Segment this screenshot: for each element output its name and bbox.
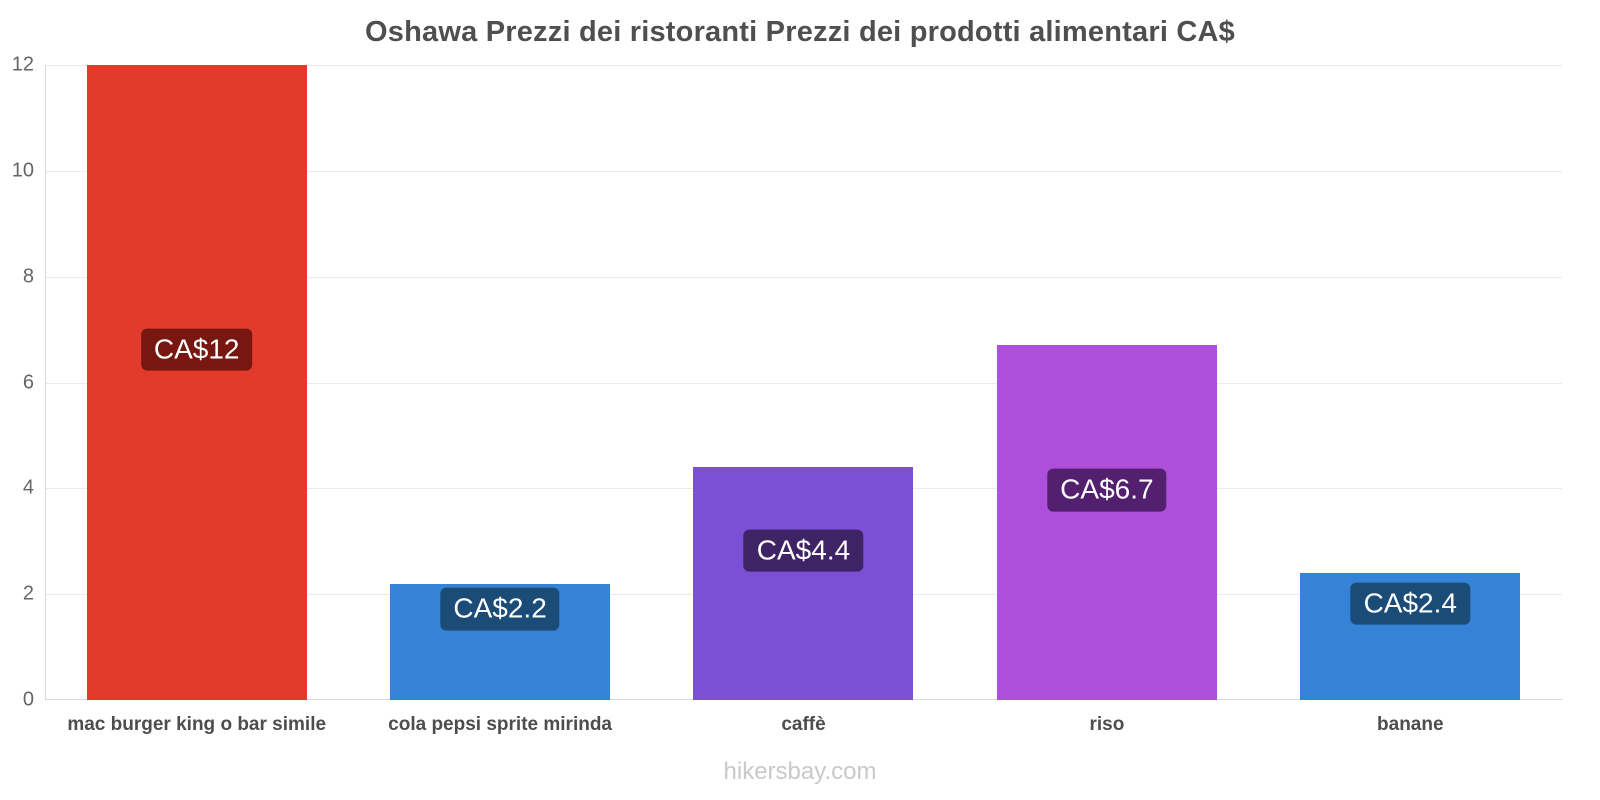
y-axis-tick-label: 8 — [22, 265, 34, 288]
gridline — [45, 65, 1562, 66]
y-axis-tick-label: 4 — [22, 476, 34, 499]
y-axis-tick-label: 2 — [22, 582, 34, 605]
y-axis-tick-label: 6 — [22, 371, 34, 393]
gridline — [45, 170, 1562, 172]
y-axis — [45, 65, 46, 700]
y-axis-tick-label: 12 — [11, 53, 34, 76]
gridline — [45, 382, 1562, 384]
bar-value-label: CA$2.4 — [1350, 582, 1470, 625]
category-label: banane — [1377, 714, 1444, 735]
bar-value-label: CA$4.4 — [743, 529, 864, 572]
bar-value-label: CA$2.2 — [440, 587, 560, 631]
category-label: caffè — [781, 714, 826, 735]
y-axis-labels: 0 2 4 6 8 10 12 — [0, 54, 34, 711]
category-label: mac burger king o bar simile — [67, 714, 327, 735]
bar[interactable]: CA$6.7 — [996, 345, 1217, 700]
chart-title: Oshawa Prezzi dei ristoranti Prezzi dei … — [365, 16, 1235, 48]
bar[interactable]: CA$12 — [86, 65, 307, 700]
bar[interactable]: CA$2.4 — [1300, 573, 1521, 700]
bar-value-label: CA$12 — [140, 328, 253, 371]
bar-column: CA$2.2 — [348, 65, 651, 700]
watermark: hikersbay.com — [723, 758, 877, 785]
bar-column: CA$6.7 — [955, 65, 1258, 700]
plot-area: CA$12 CA$2.2 CA$4.4 CA$6.7 CA$2.4 — [45, 65, 1562, 700]
y-axis-tick-label: 0 — [22, 688, 34, 711]
bar-column: CA$4.4 — [652, 65, 955, 700]
bar[interactable]: CA$2.2 — [390, 583, 611, 700]
bar-column: CA$2.4 — [1259, 65, 1562, 700]
gridline — [45, 276, 1562, 278]
bar-value-label: CA$6.7 — [1047, 468, 1167, 512]
y-axis-tick-label: 10 — [11, 159, 34, 182]
bar-column: CA$12 — [45, 65, 348, 700]
category-label: riso — [1089, 714, 1125, 735]
x-axis-labels: mac burger king o bar simile cola pepsi s… — [45, 714, 1562, 740]
bar[interactable]: CA$4.4 — [693, 467, 914, 700]
category-label: cola pepsi sprite mirinda — [388, 714, 612, 735]
